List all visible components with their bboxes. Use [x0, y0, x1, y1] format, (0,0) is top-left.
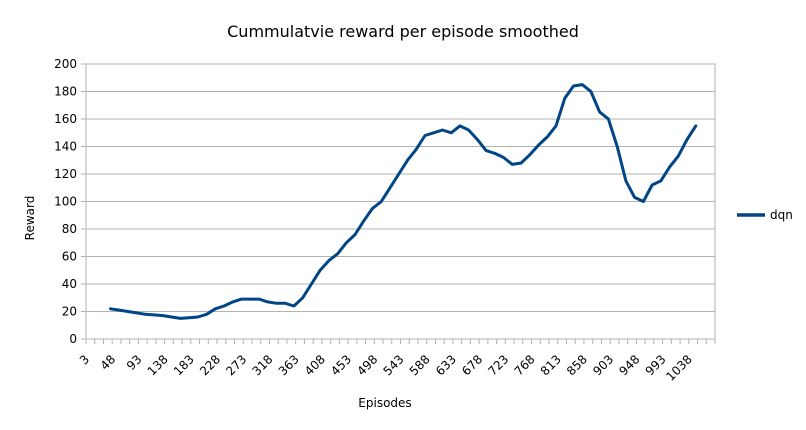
x-tick-label: 453	[328, 352, 354, 378]
x-tick-label: 48	[98, 352, 119, 373]
series-line-dqn	[109, 83, 698, 320]
x-tick-label: 903	[590, 352, 616, 378]
y-tick-label: 180	[54, 85, 77, 99]
x-tick-label: 948	[616, 352, 642, 378]
y-axis-title: Reward	[23, 196, 37, 241]
x-tick-label: 1038	[663, 352, 694, 383]
x-tick-label: 138	[145, 352, 171, 378]
legend: dqn	[737, 208, 793, 222]
y-tick-label: 20	[62, 305, 77, 319]
x-tick-label: 678	[459, 352, 485, 378]
x-axis-title: Episodes	[358, 396, 411, 410]
gridlines	[86, 63, 715, 340]
y-tick-label: 40	[62, 277, 77, 291]
y-tick-label: 200	[54, 57, 77, 71]
x-tick-label: 408	[302, 352, 328, 378]
x-tick-label: 3	[77, 352, 92, 367]
x-tick-label: 363	[276, 352, 302, 378]
y-tick-label: 100	[54, 195, 77, 209]
x-tick-label: 588	[407, 352, 433, 378]
x-tick-label: 318	[249, 352, 275, 378]
x-tick-label: 633	[433, 352, 459, 378]
x-tick-label: 93	[124, 352, 145, 373]
x-tick-label: 723	[485, 352, 511, 378]
y-tick-label: 0	[69, 332, 77, 346]
y-tick-label: 120	[54, 167, 77, 181]
series-lines	[109, 83, 698, 320]
x-tick-label: 273	[223, 352, 249, 378]
x-tick-label: 498	[354, 352, 380, 378]
axes	[81, 63, 716, 344]
x-tick-label: 768	[512, 352, 538, 378]
x-tick-label: 228	[197, 352, 223, 378]
y-tick-label: 80	[62, 222, 77, 236]
y-tick-label: 140	[54, 140, 77, 154]
x-tick-label: 543	[381, 352, 407, 378]
x-tick-label: 858	[564, 352, 590, 378]
legend-label-dqn: dqn	[770, 208, 793, 222]
y-tick-label: 60	[62, 250, 77, 264]
x-tick-label: 183	[171, 352, 197, 378]
x-tick-label: 813	[538, 352, 564, 378]
y-tick-label: 160	[54, 112, 77, 126]
chart-title: Cummulatvie reward per episode smoothed	[227, 22, 579, 41]
tick-labels: 0 20 40 60 80 100 120 140 160 180 200 3 48 93 138 183 22…	[54, 57, 695, 384]
